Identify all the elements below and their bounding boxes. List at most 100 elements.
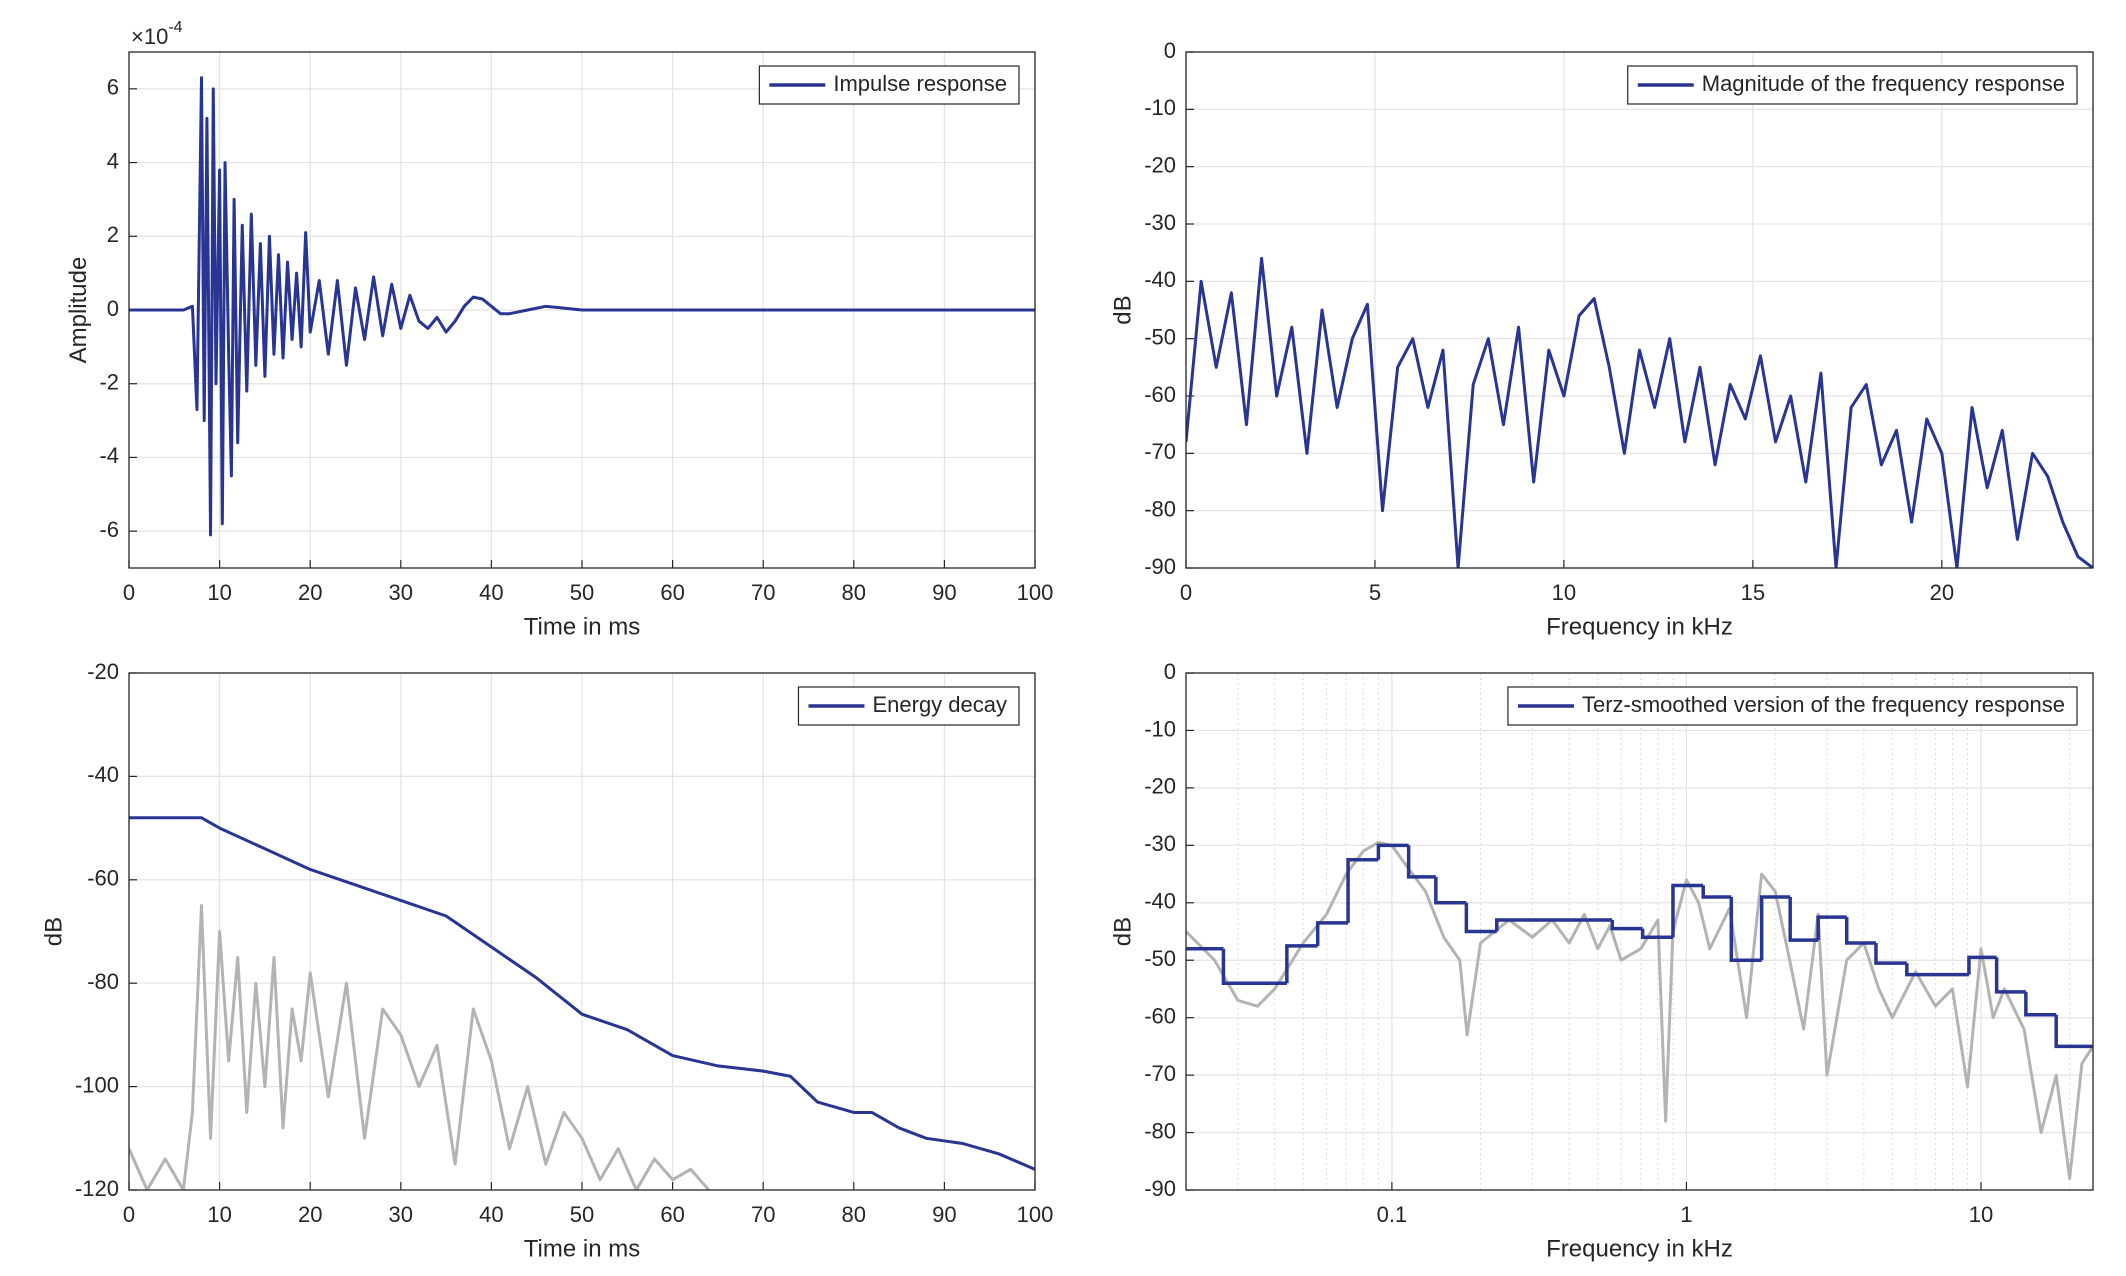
x-axis-label: Time in ms <box>524 1235 640 1262</box>
x-tick-label: 15 <box>1741 580 1765 605</box>
x-tick-label: 0.1 <box>1377 1202 1408 1227</box>
y-tick-label: 6 <box>107 75 119 100</box>
step-segment <box>1701 885 1732 899</box>
x-tick-label: 20 <box>298 580 322 605</box>
axes-box <box>128 51 1036 569</box>
data-layer <box>129 816 1035 1190</box>
y-tick-label: 0 <box>1164 659 1176 684</box>
step-segment <box>1376 843 1409 860</box>
y-exponent: ×10-4 <box>131 19 183 49</box>
data-line <box>129 816 1035 1171</box>
x-tick-label: 1 <box>1680 1202 1692 1227</box>
data-layer <box>1186 840 2093 1181</box>
legend: Magnitude of the frequency response <box>1627 65 2078 105</box>
y-tick-label: 4 <box>107 148 119 173</box>
x-tick-label: 80 <box>842 580 866 605</box>
x-tick-label: 30 <box>389 1202 413 1227</box>
x-tick-label: 80 <box>842 1202 866 1227</box>
y-tick-label: -40 <box>87 762 119 787</box>
y-tick-label: -60 <box>87 866 119 891</box>
step-segment <box>1844 917 1876 945</box>
step-segment <box>1221 948 1287 985</box>
legend-label: Energy decay <box>872 692 1007 717</box>
legend-label: Magnitude of the frequency response <box>1702 71 2065 96</box>
x-tick-label: 40 <box>479 1202 503 1227</box>
step-segment <box>2024 991 2057 1017</box>
x-tick-label: 10 <box>1969 1202 1993 1227</box>
legend: Energy decay <box>797 686 1020 726</box>
x-tick-label: 50 <box>570 1202 594 1227</box>
y-axis-label: dB <box>40 917 67 946</box>
y-axis-label: dB <box>1110 295 1137 324</box>
y-tick-label: -2 <box>99 370 119 395</box>
y-tick-label: -50 <box>1144 946 1176 971</box>
x-axis-label: Frequency in kHz <box>1546 613 1733 640</box>
y-tick-label: -20 <box>1144 774 1176 799</box>
x-tick-label: 90 <box>932 1202 956 1227</box>
y-tick-label: -40 <box>1144 889 1176 914</box>
step-segment <box>1994 957 2026 994</box>
x-tick-label: 0 <box>123 580 135 605</box>
x-tick-label: 0 <box>1180 580 1192 605</box>
step-segment <box>1464 902 1497 934</box>
y-tick-label: -30 <box>1144 831 1176 856</box>
y-tick-label: -60 <box>1144 382 1176 407</box>
axes-box <box>1185 672 2094 1191</box>
y-tick-label: -10 <box>1144 716 1176 741</box>
x-axis-label: Frequency in kHz <box>1546 1235 1733 1262</box>
legend-box <box>797 686 1020 726</box>
x-tick-label: 60 <box>660 580 684 605</box>
x-tick-label: 5 <box>1369 580 1381 605</box>
x-tick-label: 70 <box>751 1202 775 1227</box>
y-tick-label: -6 <box>99 517 119 542</box>
y-tick-label: 0 <box>1164 38 1176 63</box>
y-axis-label: Amplitude <box>65 257 92 364</box>
y-tick-label: -4 <box>99 443 119 468</box>
step-segment <box>1729 897 1762 962</box>
y-tick-label: -20 <box>1144 152 1176 177</box>
y-tick-label: -80 <box>1144 1118 1176 1143</box>
step-segment <box>1788 897 1819 942</box>
data-layer <box>129 76 1035 537</box>
x-tick-label: 100 <box>1017 1202 1054 1227</box>
x-tick-label: 10 <box>207 580 231 605</box>
x-tick-label: 60 <box>660 1202 684 1227</box>
x-tick-label: 90 <box>932 580 956 605</box>
y-tick-label: -30 <box>1144 210 1176 235</box>
y-tick-label: -70 <box>1144 1061 1176 1086</box>
x-tick-label: 10 <box>207 1202 231 1227</box>
axes-box <box>128 672 1036 1191</box>
step-segment <box>1315 921 1349 946</box>
legend: Terz-smoothed version of the frequency r… <box>1507 686 2078 726</box>
step-segment <box>1346 857 1379 923</box>
axes: 0 5 10 15 20 -90 -80 -70 -60 -50 -40 -30 -20 -10 0 Freq… <box>1110 38 2094 640</box>
x-tick-label: 20 <box>298 1202 322 1227</box>
data-line <box>129 904 710 1190</box>
y-tick-label: -80 <box>1144 496 1176 521</box>
y-exponent-base: ×10 <box>131 24 168 49</box>
step-segment <box>2054 1014 2093 1049</box>
x-tick-label: 10 <box>1552 580 1576 605</box>
step-segment <box>1905 963 1969 977</box>
axes: 0 10 20 30 40 50 60 70 80 90 100 -120 -100 -80 -60 -40 -… <box>40 659 1053 1263</box>
x-tick-label: 100 <box>1017 580 1054 605</box>
step-segment <box>1874 942 1907 965</box>
y-tick-label: 0 <box>107 296 119 321</box>
y-tick-label: -90 <box>1144 1176 1176 1201</box>
x-tick-label: 50 <box>570 580 594 605</box>
data-layer <box>1186 256 2093 568</box>
legend-label: Terz-smoothed version of the frequency r… <box>1582 692 2065 717</box>
y-tick-label: -60 <box>1144 1003 1176 1028</box>
step-segment <box>1640 928 1673 939</box>
y-tick-label: -20 <box>87 659 119 684</box>
y-axis-label: dB <box>1110 917 1137 946</box>
legend-box <box>1627 65 2078 105</box>
x-tick-label: 20 <box>1930 580 1954 605</box>
step-segment <box>1967 955 1997 975</box>
x-axis-label: Time in ms <box>524 613 640 640</box>
plot-area <box>1186 673 2093 1190</box>
step-segment <box>1434 876 1467 905</box>
step-segment <box>1671 883 1704 938</box>
axes: 0.1 1 10 -90 -80 -70 -60 -50 -40 -30 -20 -10 0 Freque… <box>1110 659 2094 1262</box>
y-tick-label: -10 <box>1144 95 1176 120</box>
